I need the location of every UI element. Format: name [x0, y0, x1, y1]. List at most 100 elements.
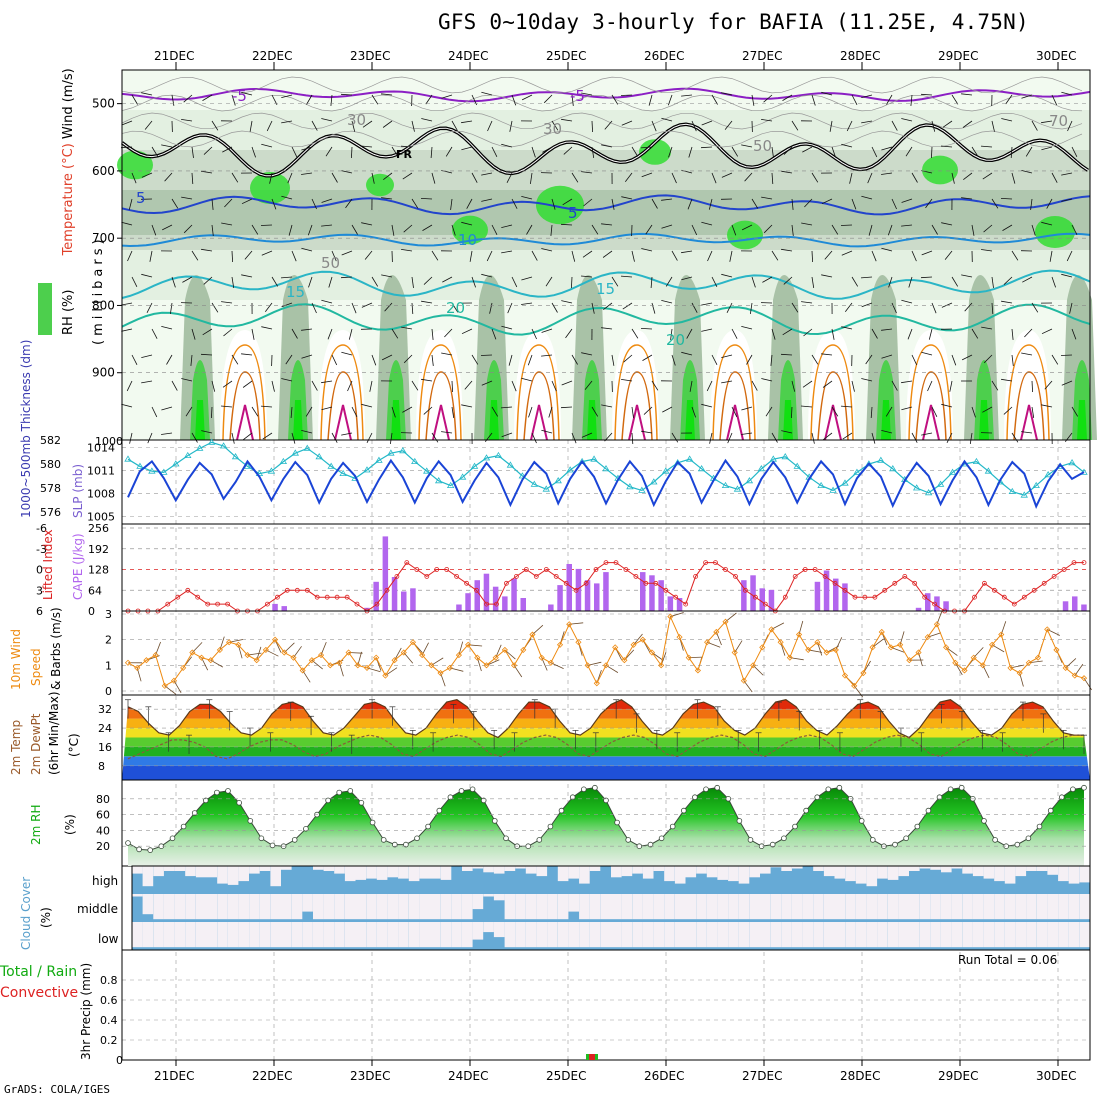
- wind-barb: [802, 146, 813, 153]
- wind-barb: [1051, 354, 1059, 365]
- wind-barb: [425, 94, 433, 105]
- wind-barb: [211, 224, 214, 236]
- wind-barb: [782, 328, 793, 336]
- wind-barb: [211, 380, 216, 392]
- wind-speed-marker: [814, 639, 821, 646]
- wind-barb: [251, 328, 255, 340]
- wind-barb: [1061, 380, 1073, 386]
- wind-barb: [185, 406, 193, 417]
- cape-bar: [483, 573, 490, 611]
- wind-barb: [347, 380, 353, 392]
- wind-barb: [821, 353, 833, 356]
- wind-barb: [1031, 224, 1036, 236]
- rh-saturated-column: [293, 400, 303, 440]
- temp-tick-label: 16: [98, 741, 112, 754]
- wind-contour: [121, 112, 1083, 130]
- lifted-index-marker: [643, 580, 649, 586]
- date-label-top: 29DEC: [938, 49, 978, 63]
- thickness-marker: [781, 453, 789, 460]
- wind-barb: [908, 276, 913, 288]
- wind-barb: [591, 302, 595, 314]
- thickness-marker: [889, 465, 897, 472]
- wind-barb: [291, 146, 298, 158]
- cloud-clear-bar-high: [398, 866, 409, 879]
- cloud-clear-bar-high: [185, 866, 196, 877]
- wind-barb: [651, 120, 657, 132]
- wind-barb: [560, 406, 573, 409]
- cloud-clear-bar-low: [813, 922, 824, 948]
- cloud-clear-bar-middle: [217, 894, 228, 920]
- wind-speed-marker: [805, 646, 812, 653]
- wind-speed-marker: [474, 654, 481, 661]
- surface-wind-barb: [532, 624, 544, 635]
- wind-barb: [708, 198, 713, 210]
- wind-barb: [501, 143, 513, 148]
- cloud-clear-bar-middle: [855, 894, 867, 920]
- lifted-index-marker: [1061, 567, 1067, 572]
- cloud-clear-bar-high: [132, 866, 143, 874]
- wind-barb: [911, 354, 918, 366]
- wind-barb: [243, 432, 253, 441]
- wind-barb: [631, 328, 639, 339]
- cloud-clear-bar-middle: [376, 894, 388, 920]
- wind-barb: [640, 146, 653, 149]
- surface-wind-barb: [605, 664, 619, 673]
- temperature-contour: [121, 303, 1091, 336]
- wind-barb: [331, 354, 338, 366]
- cloud-clear-bar-middle: [1026, 894, 1037, 920]
- wind-barb: [871, 328, 878, 339]
- wind-barb: [840, 405, 853, 408]
- wind-barb: [891, 198, 897, 210]
- wind-barb: [411, 276, 414, 288]
- cape-bar: [373, 581, 379, 611]
- wind-barb: [161, 144, 173, 148]
- wind-barb: [846, 120, 853, 132]
- cloud-clear-bar-low: [472, 922, 484, 940]
- wind-barb: [803, 328, 813, 337]
- wind-speed-marker: [979, 662, 986, 669]
- surface-wind-barb: [431, 657, 444, 666]
- cloud-clear-bar-low: [1036, 922, 1048, 948]
- wind-barb: [481, 380, 493, 386]
- wind-barb: [381, 93, 393, 96]
- cloud-clear-bar-middle: [1068, 894, 1080, 920]
- lifted-index-marker: [474, 587, 479, 593]
- cloud-clear-bar-middle: [611, 894, 622, 920]
- cloud-clear-bar-low: [972, 922, 984, 948]
- rh-marker: [269, 842, 276, 849]
- lifted-index-marker: [1081, 560, 1087, 565]
- wind-barb: [260, 224, 273, 226]
- wind-barb: [1041, 120, 1053, 124]
- wind-speed-marker: [952, 659, 959, 666]
- wind-barb: [661, 198, 673, 201]
- wind-barb: [511, 276, 518, 288]
- cloud-clear-bar-low: [962, 922, 973, 948]
- lifted-index-marker: [274, 594, 280, 600]
- wind-barb: [886, 94, 893, 105]
- wind-speed-marker: [253, 657, 260, 664]
- wind-barb: [461, 221, 473, 226]
- wind-barb: [381, 354, 393, 361]
- rh-marker: [903, 835, 909, 842]
- wind-barb: [528, 406, 533, 418]
- wind-barb: [901, 406, 913, 411]
- cloud-clear-bar-high: [430, 866, 441, 879]
- wind-barb: [321, 224, 333, 227]
- wind-barb: [521, 196, 533, 200]
- cloud-clear-bar-middle: [760, 894, 771, 920]
- ylabel-units-group: (millibars): [91, 235, 106, 345]
- wind-barb: [961, 354, 973, 361]
- rh-marker: [425, 823, 431, 830]
- thickness-marker: [124, 455, 132, 462]
- cloud-clear-bar-low: [1047, 922, 1058, 948]
- y-tick-label: 800: [92, 298, 115, 312]
- wind-speed-marker: [878, 628, 885, 636]
- slp-tick-label: 1005: [87, 510, 115, 523]
- wind-barb: [770, 354, 773, 366]
- rh-marker: [858, 818, 865, 824]
- rh-tick-label: 20: [96, 840, 110, 853]
- wind-barb: [881, 430, 893, 434]
- cloud-clear-bar-middle: [972, 894, 984, 920]
- wind-speed-marker: [786, 654, 793, 661]
- surface-wind-barb: [945, 647, 958, 656]
